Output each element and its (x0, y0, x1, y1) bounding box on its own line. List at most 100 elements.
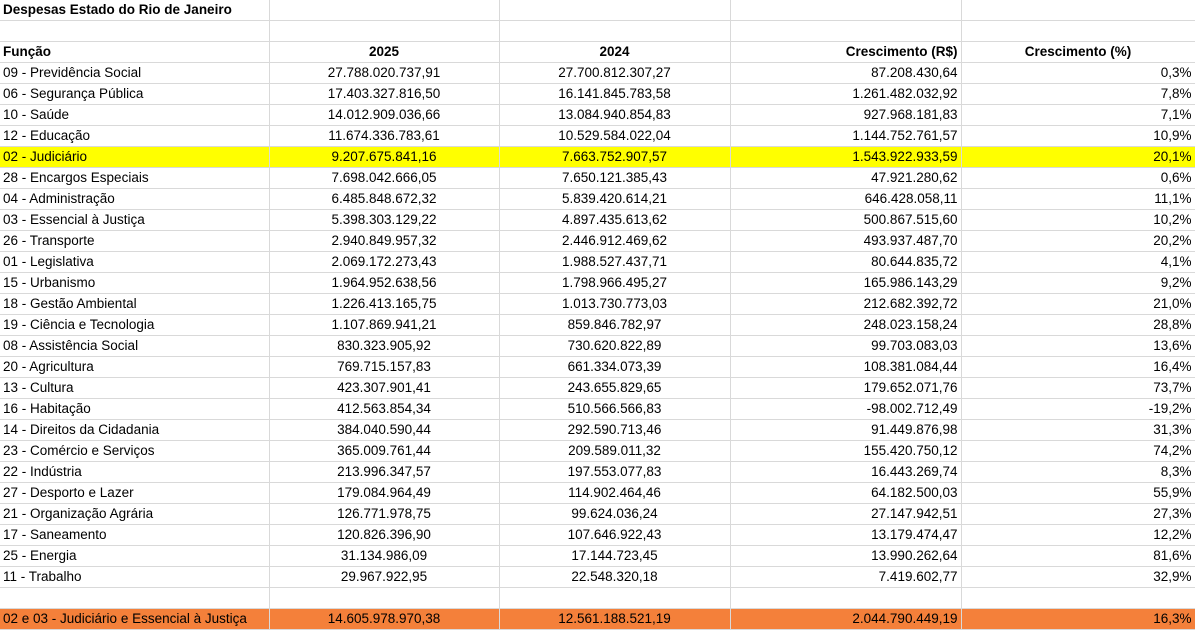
cell-funcao[interactable]: 23 - Comércio e Serviços (0, 440, 270, 462)
cell-crescimento-rs[interactable]: 47.921.280,62 (730, 167, 962, 189)
cell-2024[interactable]: 730.620.822,89 (499, 335, 731, 357)
cell-crescimento-rs[interactable]: 646.428.058,11 (730, 188, 962, 210)
cell-crescimento-rs[interactable]: 2.044.790.449,19 (730, 608, 962, 630)
cell-crescimento-pct[interactable]: 16,4% (961, 356, 1195, 378)
cell-2025[interactable]: 14.605.978.970,38 (269, 608, 500, 630)
cell-funcao[interactable]: 09 - Previdência Social (0, 62, 270, 84)
cell-crescimento-pct[interactable]: 12,2% (961, 524, 1195, 546)
cell-2024[interactable]: 661.334.073,39 (499, 356, 731, 378)
cell-funcao[interactable]: 12 - Educação (0, 125, 270, 147)
cell-crescimento-pct[interactable]: 81,6% (961, 545, 1195, 567)
cell-crescimento-rs[interactable]: 64.182.500,03 (730, 482, 962, 504)
cell-2025[interactable]: 179.084.964,49 (269, 482, 500, 504)
cell-funcao[interactable]: 10 - Saúde (0, 104, 270, 126)
cell-crescimento-pct[interactable]: 28,8% (961, 314, 1195, 336)
cell-2024[interactable]: 859.846.782,97 (499, 314, 731, 336)
cell-2025[interactable]: 14.012.909.036,66 (269, 104, 500, 126)
cell-2025[interactable]: 29.967.922,95 (269, 566, 500, 588)
cell-crescimento-rs[interactable]: 13.990.262,64 (730, 545, 962, 567)
cell-crescimento-rs[interactable]: 91.449.876,98 (730, 419, 962, 441)
cell-crescimento-rs[interactable]: 248.023.158,24 (730, 314, 962, 336)
cell-funcao[interactable]: 26 - Transporte (0, 230, 270, 252)
cell-funcao[interactable]: 15 - Urbanismo (0, 272, 270, 294)
empty-cell[interactable] (961, 20, 1195, 42)
cell-2024[interactable]: 27.700.812.307,27 (499, 62, 731, 84)
empty-cell[interactable] (0, 587, 270, 609)
cell-crescimento-pct[interactable]: 20,1% (961, 146, 1195, 168)
cell-2025[interactable]: 17.403.327.816,50 (269, 83, 500, 105)
cell-funcao[interactable]: 25 - Energia (0, 545, 270, 567)
cell-crescimento-pct[interactable]: 9,2% (961, 272, 1195, 294)
cell-crescimento-rs[interactable]: 212.682.392,72 (730, 293, 962, 315)
empty-cell[interactable] (730, 587, 962, 609)
cell-crescimento-rs[interactable]: 1.261.482.032,92 (730, 83, 962, 105)
cell-crescimento-rs[interactable]: 179.652.071,76 (730, 377, 962, 399)
empty-cell[interactable] (730, 20, 962, 42)
empty-cell[interactable] (499, 0, 731, 21)
cell-funcao[interactable]: 20 - Agricultura (0, 356, 270, 378)
cell-funcao[interactable]: 17 - Saneamento (0, 524, 270, 546)
cell-2024[interactable]: 107.646.922,43 (499, 524, 731, 546)
cell-funcao[interactable]: 19 - Ciência e Tecnologia (0, 314, 270, 336)
empty-cell[interactable] (269, 20, 500, 42)
cell-2024[interactable]: 22.548.320,18 (499, 566, 731, 588)
cell-funcao[interactable]: 13 - Cultura (0, 377, 270, 399)
cell-crescimento-rs[interactable]: 80.644.835,72 (730, 251, 962, 273)
empty-cell[interactable] (269, 0, 500, 21)
cell-2025[interactable]: 423.307.901,41 (269, 377, 500, 399)
cell-2025[interactable]: 31.134.986,09 (269, 545, 500, 567)
cell-crescimento-rs[interactable]: 16.443.269,74 (730, 461, 962, 483)
cell-crescimento-pct[interactable]: 7,1% (961, 104, 1195, 126)
cell-2025[interactable]: 384.040.590,44 (269, 419, 500, 441)
cell-2025[interactable]: 830.323.905,92 (269, 335, 500, 357)
cell-2025[interactable]: 6.485.848.672,32 (269, 188, 500, 210)
cell-2025[interactable]: 213.996.347,57 (269, 461, 500, 483)
cell-crescimento-pct[interactable]: 8,3% (961, 461, 1195, 483)
cell-funcao[interactable]: 02 e 03 - Judiciário e Essencial à Justi… (0, 608, 270, 630)
cell-2024[interactable]: 197.553.077,83 (499, 461, 731, 483)
cell-2025[interactable]: 7.698.042.666,05 (269, 167, 500, 189)
cell-funcao[interactable]: 22 - Indústria (0, 461, 270, 483)
empty-cell[interactable] (961, 587, 1195, 609)
cell-funcao[interactable]: 01 - Legislativa (0, 251, 270, 273)
cell-2024[interactable]: 16.141.845.783,58 (499, 83, 731, 105)
cell-2025[interactable]: 11.674.336.783,61 (269, 125, 500, 147)
header-2024[interactable]: 2024 (499, 41, 731, 63)
cell-2025[interactable]: 1.964.952.638,56 (269, 272, 500, 294)
cell-crescimento-pct[interactable]: 74,2% (961, 440, 1195, 462)
cell-funcao[interactable]: 03 - Essencial à Justiça (0, 209, 270, 231)
empty-cell[interactable] (499, 20, 731, 42)
header-funcao[interactable]: Função (0, 41, 270, 63)
header-crescimento-rs[interactable]: Crescimento (R$) (730, 41, 962, 63)
cell-crescimento-rs[interactable]: 1.144.752.761,57 (730, 125, 962, 147)
cell-2024[interactable]: 1.988.527.437,71 (499, 251, 731, 273)
cell-crescimento-pct[interactable]: 27,3% (961, 503, 1195, 525)
cell-crescimento-rs[interactable]: 500.867.515,60 (730, 209, 962, 231)
cell-2025[interactable]: 1.226.413.165,75 (269, 293, 500, 315)
empty-cell[interactable] (499, 587, 731, 609)
cell-2024[interactable]: 17.144.723,45 (499, 545, 731, 567)
cell-2025[interactable]: 1.107.869.941,21 (269, 314, 500, 336)
cell-crescimento-pct[interactable]: 73,7% (961, 377, 1195, 399)
cell-2024[interactable]: 7.650.121.385,43 (499, 167, 731, 189)
header-crescimento-pct[interactable]: Crescimento (%) (961, 41, 1195, 63)
cell-2024[interactable]: 114.902.464,46 (499, 482, 731, 504)
cell-2024[interactable]: 12.561.188.521,19 (499, 608, 731, 630)
empty-cell[interactable] (0, 20, 270, 42)
cell-2024[interactable]: 209.589.011,32 (499, 440, 731, 462)
sheet-title[interactable]: Despesas Estado do Rio de Janeiro (0, 0, 270, 21)
cell-crescimento-rs[interactable]: 165.986.143,29 (730, 272, 962, 294)
cell-funcao[interactable]: 04 - Administração (0, 188, 270, 210)
cell-funcao[interactable]: 18 - Gestão Ambiental (0, 293, 270, 315)
cell-crescimento-rs[interactable]: 927.968.181,83 (730, 104, 962, 126)
cell-crescimento-pct[interactable]: 21,0% (961, 293, 1195, 315)
cell-2024[interactable]: 4.897.435.613,62 (499, 209, 731, 231)
cell-crescimento-pct[interactable]: 0,6% (961, 167, 1195, 189)
cell-crescimento-pct[interactable]: 11,1% (961, 188, 1195, 210)
cell-funcao[interactable]: 08 - Assistência Social (0, 335, 270, 357)
cell-crescimento-rs[interactable]: 87.208.430,64 (730, 62, 962, 84)
cell-2024[interactable]: 2.446.912.469,62 (499, 230, 731, 252)
cell-crescimento-pct[interactable]: 7,8% (961, 83, 1195, 105)
cell-crescimento-pct[interactable]: -19,2% (961, 398, 1195, 420)
cell-funcao[interactable]: 16 - Habitação (0, 398, 270, 420)
